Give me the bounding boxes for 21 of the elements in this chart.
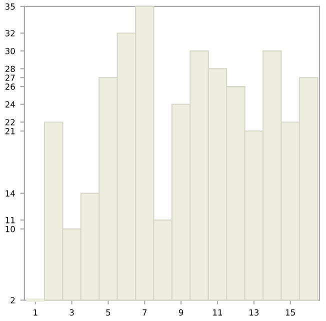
y-tick-label: 32 <box>5 30 15 36</box>
y-tick-label: 14 <box>6 190 15 196</box>
y-tick-label: 27 <box>5 74 15 81</box>
x-tick-label: 9 <box>178 309 184 316</box>
y-tick-label: 28 <box>5 66 15 72</box>
x-tick-label: 3 <box>70 309 74 316</box>
x-tick-label: 11 <box>213 309 222 316</box>
x-tick-label: 5 <box>106 309 110 316</box>
y-tick-label: 21 <box>5 128 15 134</box>
y-tick-label: 22 <box>5 119 15 126</box>
y-tick-label: 10 <box>6 226 15 232</box>
y-tick-label: 24 <box>5 101 15 108</box>
x-tick-label: 1 <box>34 309 38 316</box>
x-tick-label: 7 <box>142 309 147 316</box>
y-tick-label: 30 <box>5 48 15 54</box>
x-tick-label: 13 <box>250 309 259 316</box>
y-tick-label: 2 <box>10 297 15 304</box>
y-tick-label: 11 <box>6 217 15 224</box>
x-tick-label: 15 <box>286 309 295 316</box>
y-tick-label: 35 <box>5 3 15 10</box>
y-tick-label: 26 <box>5 84 15 90</box>
